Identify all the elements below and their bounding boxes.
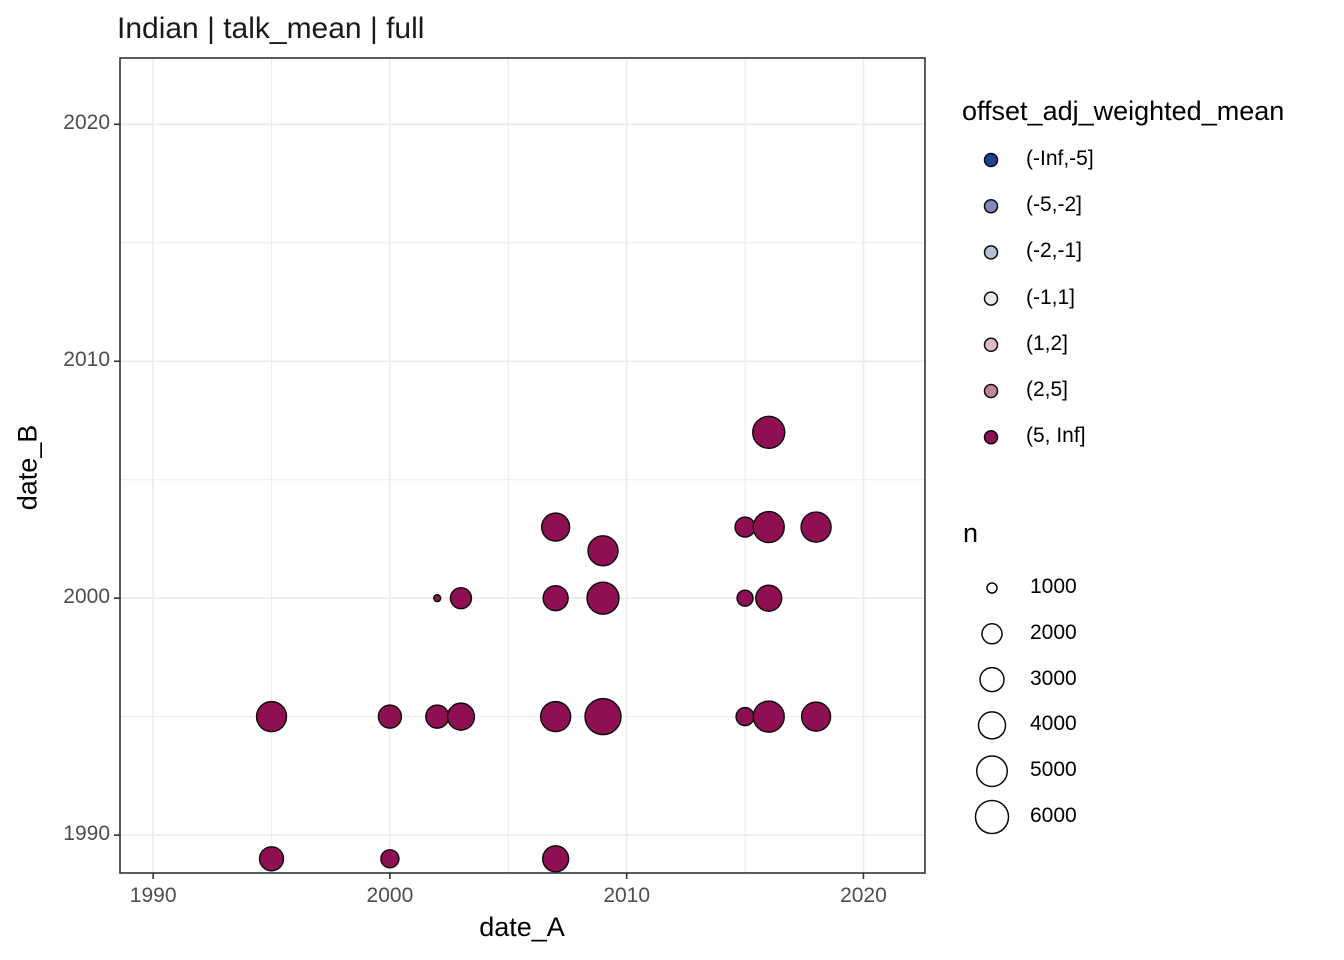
color-legend-key (983, 152, 999, 168)
color-legend-key (983, 429, 999, 445)
data-point (425, 704, 450, 729)
x-tick-label: 1990 (129, 884, 177, 907)
x-tick-label: 2010 (603, 884, 651, 907)
data-point (541, 845, 570, 873)
data-point (586, 581, 620, 615)
data-point (752, 700, 785, 733)
data-point (800, 511, 832, 543)
size-legend-label: 2000 (1030, 620, 1077, 644)
color-legend-label: (2,5] (1026, 378, 1069, 401)
color-legend-title: offset_adj_weighted_mean (962, 96, 1285, 126)
x-axis-title: date_A (479, 912, 565, 942)
data-point (587, 535, 619, 567)
data-point (377, 704, 403, 729)
color-legend-key (983, 291, 999, 306)
color-legend-label: (-2,-1] (1026, 239, 1083, 263)
x-tick-label: 2020 (840, 884, 887, 907)
data-point (380, 849, 400, 869)
size-legend-key (981, 623, 1003, 645)
panel-border (119, 57, 926, 874)
color-legend-key (983, 198, 999, 214)
y-tick-label: 2010 (63, 348, 110, 372)
size-legend-key (976, 755, 1008, 788)
size-legend-label: 6000 (1030, 804, 1077, 827)
chart-title: Indian | talk_mean | full (117, 12, 425, 45)
color-legend-label: (5, Inf] (1026, 424, 1086, 448)
size-legend-label: 4000 (1030, 712, 1077, 736)
color-legend-label: (-Inf,-5] (1026, 147, 1094, 170)
data-point (734, 516, 756, 538)
data-point (258, 846, 285, 872)
data-point (736, 589, 754, 607)
data-point (755, 584, 783, 612)
size-legend-label: 5000 (1030, 758, 1077, 782)
color-legend-key (983, 337, 999, 353)
color-legend-label: (-5,-2] (1026, 193, 1083, 217)
color-legend-key (983, 245, 999, 260)
y-tick-label: 2000 (63, 585, 110, 609)
data-point (540, 512, 571, 542)
color-legend-label: (1,2] (1026, 331, 1069, 355)
color-legend-key (983, 383, 999, 399)
data-point (584, 697, 622, 736)
data-point (735, 706, 755, 727)
data-point (542, 584, 569, 612)
size-legend-label: 3000 (1030, 666, 1077, 690)
size-legend-key (974, 799, 1010, 835)
data-point (752, 415, 786, 450)
size-legend-key (979, 666, 1005, 693)
size-legend-key (986, 582, 998, 594)
y-tick-label: 1990 (63, 822, 110, 846)
panel-background (120, 58, 925, 873)
data-point (433, 593, 442, 603)
data-point (752, 510, 785, 544)
y-axis-title: date_B (12, 424, 43, 511)
data-point (255, 700, 288, 733)
data-point (449, 586, 473, 610)
color-legend-label: (-1,1] (1026, 285, 1076, 309)
size-legend-title: n (963, 518, 979, 548)
x-tick-label: 2000 (366, 884, 414, 907)
size-legend-label: 1000 (1030, 575, 1077, 598)
y-tick-label: 2020 (63, 111, 110, 135)
data-point (539, 700, 572, 733)
data-point (800, 701, 832, 732)
data-point (446, 702, 476, 731)
size-legend-key (977, 711, 1007, 740)
